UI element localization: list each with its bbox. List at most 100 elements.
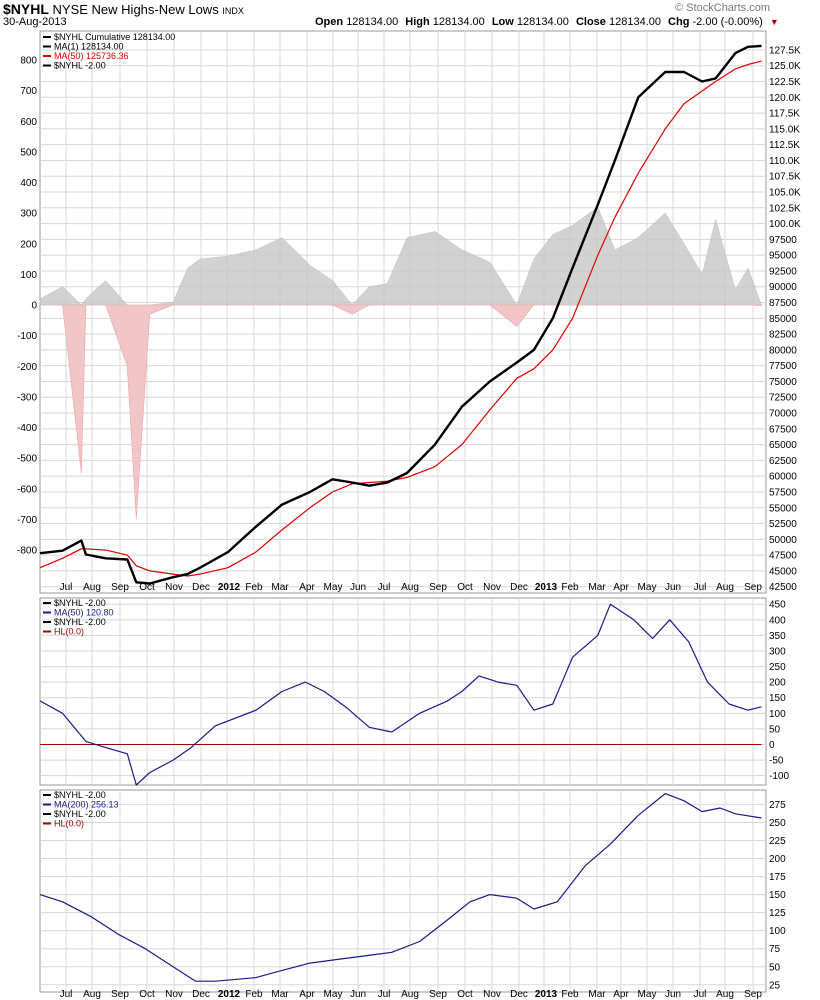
right-axis-3-tick: 200 <box>769 854 786 865</box>
legend-entry-3-3: HL(0.0) <box>54 819 84 829</box>
x-axis-label-2: Jun <box>350 989 366 1000</box>
x-axis-label-2: Oct <box>139 989 155 1000</box>
watermark: © StockCharts.com <box>675 2 770 14</box>
x-axis-label-2: 2013 <box>535 989 558 1000</box>
x-axis-label-1: Oct <box>139 582 155 593</box>
right-axis-2-tick: 300 <box>769 646 786 657</box>
right-axis-1-tick: 115.0K <box>769 124 800 135</box>
right-axis-1-tick: 57500 <box>769 487 797 498</box>
left-axis-1-tick: 800 <box>20 56 37 67</box>
chg-label: Chg <box>668 16 690 28</box>
right-axis-1-tick: 67500 <box>769 424 797 435</box>
left-axis-1-tick: 700 <box>20 86 37 97</box>
right-axis-1-tick: 90000 <box>769 282 797 293</box>
right-axis-2-tick: 450 <box>769 600 786 611</box>
x-axis-label-1: 2012 <box>218 582 241 593</box>
x-axis-label-1: Oct <box>457 582 473 593</box>
legend-entry-3-1: MA(200) 256.13 <box>54 800 119 810</box>
right-axis-3-tick: 225 <box>769 836 786 847</box>
left-axis-1-tick: -200 <box>17 362 37 373</box>
x-axis-label-1: Jul <box>694 582 707 593</box>
right-axis-1-tick: 42500 <box>769 582 797 593</box>
symbol-title: $NYHL NYSE New Highs-New Lows INDX <box>3 1 244 17</box>
left-axis-1-tick: 300 <box>20 209 37 220</box>
x-axis-label-1: Sep <box>111 582 129 593</box>
left-axis-1-tick: -600 <box>17 484 37 495</box>
x-axis-label-1: Feb <box>561 582 579 593</box>
right-axis-3-tick: 75 <box>769 944 781 955</box>
right-axis-1-tick: 85000 <box>769 314 797 325</box>
left-axis-1-tick: 600 <box>20 117 37 128</box>
right-axis-1-tick: 95000 <box>769 251 797 262</box>
x-axis-label-1: Nov <box>165 582 183 593</box>
nyhl-negative-area <box>40 304 762 520</box>
x-axis-label-1: Sep <box>744 582 762 593</box>
chg-down-icon: ▼ <box>769 17 779 27</box>
panel-1-frame <box>39 30 767 594</box>
x-axis-label-1: Dec <box>510 582 528 593</box>
index-type: INDX <box>222 6 244 16</box>
right-axis-3-tick: 50 <box>769 962 781 973</box>
x-axis-label-1: Dec <box>192 582 210 593</box>
right-axis-1-tick: 120.0K <box>769 93 801 104</box>
right-axis-1-tick: 105.0K <box>769 188 801 199</box>
legend-entry-2-2: $NYHL -2.00 <box>54 617 106 627</box>
ohlc-readout: Open 128134.00 High 128134.00 Low 128134… <box>315 16 783 28</box>
right-axis-2-tick: 400 <box>769 615 786 626</box>
right-axis-1-tick: 82500 <box>769 330 797 341</box>
legend-entry-1-0: $NYHL Cumulative 128134.00 <box>54 32 175 42</box>
x-axis-label-1: Sep <box>429 582 447 593</box>
right-axis-1-tick: 47500 <box>769 551 797 562</box>
x-axis-label-1: Jun <box>350 582 366 593</box>
right-axis-2-tick: 100 <box>769 709 786 720</box>
ma50-indicator-line <box>39 603 762 786</box>
x-axis-label-2: 2012 <box>218 989 241 1000</box>
right-axis-3-tick: 175 <box>769 872 786 883</box>
right-axis-1-tick: 100.0K <box>769 219 801 230</box>
left-axis-1-tick: 0 <box>31 301 37 312</box>
right-axis-2-tick: 50 <box>769 724 781 735</box>
x-axis-label-1: Aug <box>83 582 101 593</box>
x-axis-label-1: Apr <box>299 582 315 593</box>
ma200-indicator-line <box>39 793 762 982</box>
right-axis-1-tick: 80000 <box>769 345 797 356</box>
x-axis-label-2: May <box>638 989 657 1000</box>
x-axis-label-1: Jul <box>378 582 391 593</box>
cumulative-line <box>39 44 762 585</box>
left-axis-1-tick: -100 <box>17 331 37 342</box>
high-value: 128134.00 <box>432 16 485 28</box>
x-axis-label-2: Jul <box>694 989 707 1000</box>
x-axis-label-2: Aug <box>716 989 734 1000</box>
x-axis-label-2: Nov <box>483 989 501 1000</box>
right-axis-2-tick: -50 <box>769 756 784 767</box>
right-axis-1-tick: 97500 <box>769 235 797 246</box>
right-axis-2-tick: -100 <box>769 771 789 782</box>
x-axis-label-2: Dec <box>192 989 210 1000</box>
left-axis-1-tick: -400 <box>17 423 37 434</box>
right-axis-1-tick: 87500 <box>769 298 797 309</box>
x-axis-label-2: Jul <box>60 989 73 1000</box>
legend-entry-3-0: $NYHL -2.00 <box>54 790 106 800</box>
x-axis-label-2: Oct <box>457 989 473 1000</box>
right-axis-1-tick: 50000 <box>769 535 797 546</box>
close-value: 128134.00 <box>608 16 661 28</box>
right-axis-2-tick: 150 <box>769 693 786 704</box>
legend-entry-1-2: MA(50) 125736.36 <box>54 51 129 61</box>
x-axis-label-2: Sep <box>111 989 129 1000</box>
right-axis-3-tick: 150 <box>769 890 786 901</box>
right-axis-1-tick: 65000 <box>769 440 797 451</box>
right-axis-3-tick: 25 <box>769 980 781 991</box>
right-axis-1-tick: 72500 <box>769 393 797 404</box>
right-axis-1-tick: 92500 <box>769 266 797 277</box>
right-axis-1-tick: 102.5K <box>769 203 801 214</box>
right-axis-1-tick: 77500 <box>769 361 797 372</box>
x-axis-label-2: Apr <box>613 989 629 1000</box>
right-axis-1-tick: 60000 <box>769 472 797 483</box>
x-axis-label-1: Apr <box>613 582 629 593</box>
right-axis-1-tick: 75000 <box>769 377 797 388</box>
open-value: 128134.00 <box>346 16 399 28</box>
x-axis-label-1: May <box>638 582 657 593</box>
index-name: NYSE New Highs-New Lows <box>52 2 219 17</box>
x-axis-label-1: Jun <box>665 582 681 593</box>
